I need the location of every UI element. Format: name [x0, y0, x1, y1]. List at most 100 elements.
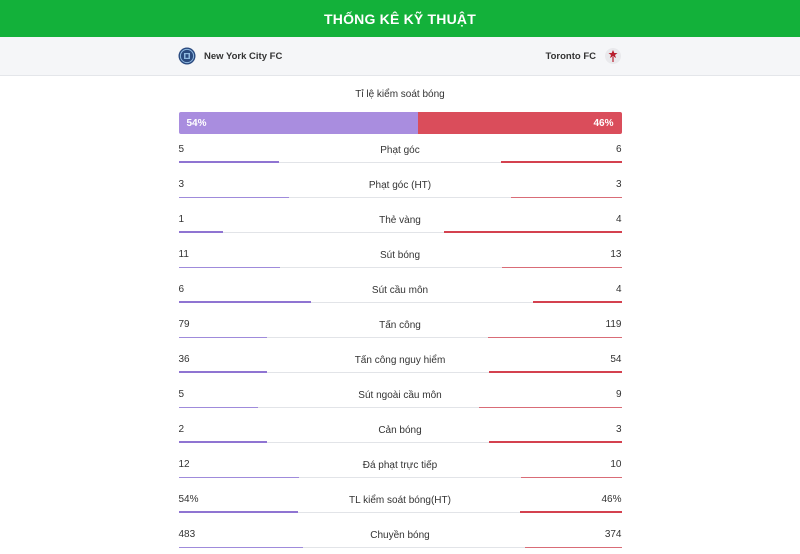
stat-row: 54% TL kiểm soát bóng(HT) 46%: [178, 484, 622, 519]
stat-home-value: 483: [178, 529, 196, 540]
stat-away-value: 4: [615, 284, 622, 295]
stat-home-value: 3: [178, 179, 185, 190]
stat-divider: [178, 372, 622, 373]
stat-home-bar: [178, 197, 290, 198]
stat-away-value: 13: [610, 249, 622, 260]
stat-home-bar: [178, 441, 268, 443]
stat-row: 1 Thẻ vàng 4: [178, 204, 622, 239]
stat-away-bar: [510, 197, 622, 198]
stat-row: 3 Phạt góc (HT) 3: [178, 169, 622, 204]
toronto-fc-logo-icon: [605, 48, 621, 64]
stat-away-value: 9: [615, 389, 622, 400]
stat-away-bar: [488, 371, 622, 373]
stat-away-bar: [479, 407, 622, 408]
stat-home-value: 54%: [178, 494, 199, 505]
stat-home-bar: [178, 337, 267, 338]
stats-panel: Tỉ lệ kiểm soát bóng 54% 46% 5 Phạt góc …: [178, 76, 622, 554]
stat-home-value: 12: [178, 459, 190, 470]
stat-name: Đá phạt trực tiếp: [362, 460, 438, 471]
stat-away-bar: [488, 441, 622, 443]
stat-away-value: 6: [615, 144, 622, 155]
stat-row: 2 Cản bóng 3: [178, 414, 622, 449]
stat-row: 79 Tấn công 119: [178, 309, 622, 344]
stat-row: 6 Sút cầu môn 4: [178, 274, 622, 309]
stat-home-bar: [178, 371, 268, 373]
stat-name: Cản bóng: [378, 425, 422, 436]
stat-divider: [178, 547, 622, 548]
stat-home-value: 5: [178, 144, 185, 155]
stat-row: 5 Sút ngoài cầu môn 9: [178, 379, 622, 414]
stats-list: 5 Phạt góc 6 3 Phạt góc (HT) 3 1 Thẻ vàn…: [178, 134, 622, 554]
stat-home-bar: [178, 477, 300, 478]
possession-away-value: 46%: [593, 117, 614, 129]
possession-bar: 54% 46%: [178, 112, 622, 134]
teams-row: New York City FC Toronto FC: [0, 37, 800, 76]
stat-away-value: 10: [610, 459, 622, 470]
away-team-name: Toronto FC: [545, 50, 596, 62]
stat-home-value: 5: [178, 389, 185, 400]
stat-away-value: 3: [615, 424, 622, 435]
stat-away-value: 3: [615, 179, 622, 190]
possession-away-bar: 46%: [417, 112, 622, 134]
away-team[interactable]: Toronto FC: [546, 47, 622, 65]
stat-home-value: 36: [178, 354, 190, 365]
stat-row: 5 Phạt góc 6: [178, 134, 622, 169]
stat-away-value: 119: [605, 319, 622, 330]
stat-row: 36 Tấn công nguy hiểm 54: [178, 344, 622, 379]
stat-divider: [178, 267, 622, 268]
stat-name: Sút cầu môn: [371, 285, 429, 296]
stat-away-bar: [532, 301, 622, 303]
stat-name: Phạt góc (HT): [368, 180, 432, 191]
stat-away-bar: [520, 477, 622, 478]
stat-name: Sút bóng: [379, 250, 421, 261]
stat-home-bar: [178, 267, 281, 268]
stat-away-bar: [488, 337, 622, 338]
possession-label: Tỉ lệ kiểm soát bóng: [355, 89, 445, 100]
stat-away-value: 54: [610, 354, 622, 365]
stat-home-value: 6: [178, 284, 185, 295]
stat-home-bar: [178, 301, 312, 303]
stat-divider: [178, 512, 622, 513]
stat-name: TL kiểm soát bóng(HT): [349, 495, 451, 506]
stat-home-bar: [178, 231, 223, 233]
stat-home-value: 1: [178, 214, 185, 225]
stat-home-bar: [178, 407, 258, 408]
stat-divider: [178, 302, 622, 303]
stat-divider: [178, 232, 622, 233]
stat-away-bar: [524, 547, 622, 548]
stat-divider: [178, 477, 622, 478]
stat-divider: [178, 197, 622, 198]
stat-away-bar: [444, 231, 622, 233]
home-team-name: New York City FC: [204, 50, 283, 62]
stat-away-bar: [501, 267, 622, 268]
stat-row: 12 Đá phạt trực tiếp 10: [178, 449, 622, 484]
stat-away-bar: [500, 161, 622, 163]
stat-name: Sút ngoài cầu môn: [358, 390, 442, 401]
stat-name: Tấn công nguy hiểm: [354, 355, 446, 366]
possession-home-bar: 54%: [178, 112, 418, 134]
stat-away-value: 46%: [601, 494, 622, 505]
nycfc-logo-icon: [178, 47, 196, 65]
stat-home-value: 11: [178, 249, 189, 260]
stat-away-value: 4: [615, 214, 622, 225]
stat-away-bar: [519, 511, 622, 513]
stat-divider: [178, 162, 622, 163]
possession-home-value: 54%: [186, 117, 207, 129]
stat-divider: [178, 337, 622, 338]
stat-away-value: 374: [604, 529, 622, 540]
stat-name: Tấn công: [379, 320, 421, 331]
stat-name: Chuyền bóng: [370, 530, 430, 541]
stat-home-value: 79: [178, 319, 190, 330]
stat-home-bar: [178, 511, 299, 513]
stat-home-value: 2: [178, 424, 185, 435]
stat-name: Phạt góc: [380, 145, 420, 156]
page-title: THỐNG KÊ KỸ THUẬT: [324, 10, 476, 27]
stat-divider: [178, 442, 622, 443]
stat-row: 483 Chuyền bóng 374: [178, 519, 622, 554]
stat-row: 11 Sút bóng 13: [178, 239, 622, 274]
home-team[interactable]: New York City FC: [178, 47, 282, 65]
stat-home-bar: [178, 547, 304, 548]
header-bar: THỐNG KÊ KỸ THUẬT: [0, 0, 800, 37]
stat-divider: [178, 407, 622, 408]
stat-name: Thẻ vàng: [379, 215, 421, 226]
